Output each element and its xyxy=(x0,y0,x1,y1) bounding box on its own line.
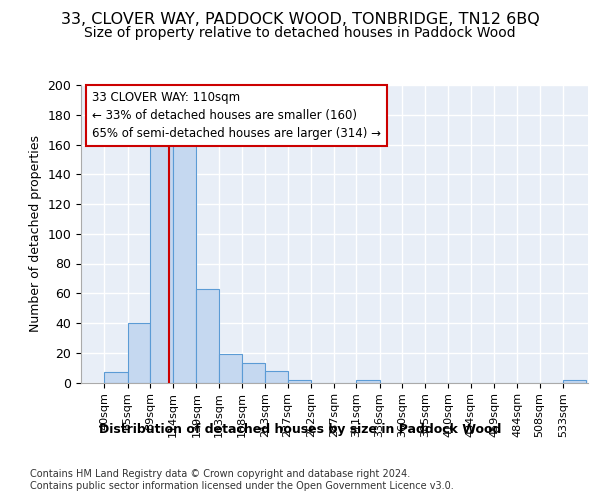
Text: 33, CLOVER WAY, PADDOCK WOOD, TONBRIDGE, TN12 6BQ: 33, CLOVER WAY, PADDOCK WOOD, TONBRIDGE,… xyxy=(61,12,539,28)
Bar xyxy=(563,380,586,382)
Y-axis label: Number of detached properties: Number of detached properties xyxy=(29,135,42,332)
Text: Distribution of detached houses by size in Paddock Wood: Distribution of detached houses by size … xyxy=(99,422,501,436)
Bar xyxy=(173,137,196,382)
Bar xyxy=(104,372,128,382)
Bar xyxy=(287,380,311,382)
Bar xyxy=(150,137,173,382)
Text: 33 CLOVER WAY: 110sqm
← 33% of detached houses are smaller (160)
65% of semi-det: 33 CLOVER WAY: 110sqm ← 33% of detached … xyxy=(92,91,381,140)
Bar xyxy=(218,354,242,382)
Bar xyxy=(265,370,287,382)
Text: Contains HM Land Registry data © Crown copyright and database right 2024.: Contains HM Land Registry data © Crown c… xyxy=(30,469,410,479)
Bar xyxy=(128,323,150,382)
Text: Contains public sector information licensed under the Open Government Licence v3: Contains public sector information licen… xyxy=(30,481,454,491)
Text: Size of property relative to detached houses in Paddock Wood: Size of property relative to detached ho… xyxy=(84,26,516,40)
Bar xyxy=(196,289,218,382)
Bar xyxy=(356,380,380,382)
Bar xyxy=(242,363,265,382)
